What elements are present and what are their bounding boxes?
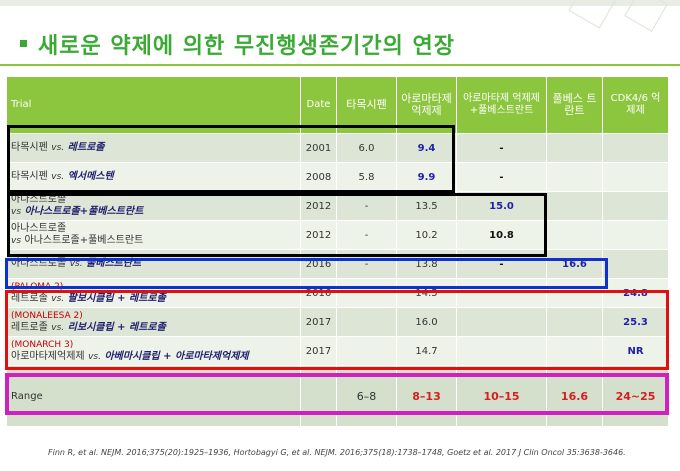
trial-control: 레트로졸 — [11, 293, 48, 304]
table-row: (PALOMA 2) 레트로졸 vs. 팔보시클립 + 레트로졸 2016 14… — [6, 278, 669, 308]
date-cell: 2008 — [300, 162, 337, 192]
trial-control: 아나스트로졸 — [11, 223, 67, 234]
trial-experimental: 팔보시클립 + 레트로졸 — [67, 293, 166, 304]
tamoxifen-cell: - — [336, 191, 397, 221]
cdk-cell — [602, 249, 669, 279]
trial-cell: (PALOMA 2) 레트로졸 vs. 팔보시클립 + 레트로졸 — [6, 278, 301, 308]
hexagon-decoration — [624, 0, 668, 32]
trial-cell: 아나스트로졸 vs 아나스트로졸+풀베스트란트 — [6, 191, 301, 221]
cdk-cell — [602, 162, 669, 192]
ai-fulv-cell: - — [456, 162, 547, 192]
date-cell: 2012 — [300, 220, 337, 250]
highlight-box-fulvestrant — [5, 258, 608, 289]
fulv-cell — [546, 278, 603, 308]
col-header-fulvestrant: 풀베스 트란트 — [546, 76, 603, 134]
title-bullet-icon — [20, 40, 27, 47]
ai-fulv-cell: 10.8 — [456, 220, 547, 250]
col-header-ai-fulvestrant: 아로마타제 억제제 +풀베스트란트 — [456, 76, 547, 134]
ai-cell: 16.0 — [396, 307, 457, 337]
trial-cell: 아나스트로졸 vs 아나스트로졸+풀베스트란트 — [6, 220, 301, 250]
trial-vs: vs. — [51, 143, 65, 153]
fulv-cell — [546, 162, 603, 192]
table-row: (MONARCH 3) 아로마타제억제제 vs. 아베마시클립 + 아로마타제억… — [6, 336, 669, 366]
table-row: 아나스트로졸 vs 아나스트로졸+풀베스트란트 2012 - 13.5 15.0 — [6, 191, 669, 221]
trial-control: 아나스트로졸 — [11, 258, 67, 269]
cdk-cell — [602, 133, 669, 163]
pfs-table: Trial Date 타목시펜 아로마타제 억제제 아로마타제 억제제 +풀베스… — [6, 76, 669, 427]
col-header-trial: Trial — [6, 76, 301, 134]
col-header-ai: 아로마타제 억제제 — [396, 76, 457, 134]
tamoxifen-cell — [336, 278, 397, 308]
cdk-cell — [602, 220, 669, 250]
trial-vs: vs. — [51, 294, 65, 304]
highlight-box-tamoxifen — [7, 125, 455, 193]
trial-control: 아나스트로졸 — [11, 194, 67, 205]
page-title: 새로운 약제에 의한 무진행생존기간의 연장 — [38, 34, 455, 59]
col-header-date: Date — [300, 76, 337, 134]
fulv-cell — [546, 191, 603, 221]
col-header-tamoxifen: 타목시펜 — [336, 76, 397, 134]
fulv-cell — [546, 133, 603, 163]
tamoxifen-cell: 5.8 — [336, 162, 397, 192]
trial-vs: vs. — [51, 172, 65, 182]
trial-experimental: 아베마시클립 + 아로마타제억제제 — [104, 351, 249, 362]
tamoxifen-cell: - — [336, 220, 397, 250]
trial-control: 타목시펜 — [11, 142, 48, 153]
ai-fulv-cell: 15.0 — [456, 191, 547, 221]
trial-vs: vs — [11, 236, 22, 246]
fulv-cell — [546, 336, 603, 366]
trial-vs: vs. — [69, 259, 83, 269]
cdk-cell: 24.8 — [602, 278, 669, 308]
table-header-row: Trial Date 타목시펜 아로마타제 억제제 아로마타제 억제제 +풀베스… — [6, 76, 669, 134]
date-cell: 2017 — [300, 307, 337, 337]
table-row: 타목시펜 vs. 레트로졸 2001 6.0 9.4 - — [6, 133, 669, 163]
cdk-cell: NR — [602, 336, 669, 366]
trial-experimental: 리보시클립 + 레트로졸 — [67, 322, 166, 333]
title-underline — [0, 64, 680, 66]
trial-name-tag: (MONALEESA 2) — [11, 311, 83, 321]
fulv-cell: 16.6 — [546, 249, 603, 279]
fulv-cell — [546, 307, 603, 337]
date-cell: 2012 — [300, 191, 337, 221]
table-row: 아나스트로졸 vs 아나스트로졸+풀베스트란트 2012 - 10.2 10.8 — [6, 220, 669, 250]
trial-cell: (MONALEESA 2) 레트로졸 vs. 리보시클립 + 레트로졸 — [6, 307, 301, 337]
trial-control: 레트로졸 — [11, 322, 48, 333]
trial-control: 아로마타제억제제 — [11, 351, 85, 362]
ai-cell: 9.4 — [396, 133, 457, 163]
ai-cell: 14.5 — [396, 278, 457, 308]
ai-fulv-cell — [456, 307, 547, 337]
date-cell: 2017 — [300, 336, 337, 366]
trial-vs: vs. — [88, 352, 101, 362]
highlight-box-range — [5, 373, 669, 415]
top-decoration-bar — [0, 0, 680, 6]
citation: Finn R, et al. NEJM. 2016;375(20):1925–1… — [48, 448, 626, 457]
tamoxifen-cell: 6.0 — [336, 133, 397, 163]
ai-fulv-cell — [456, 336, 547, 366]
col-header-cdk46: CDK4/6 억제제 — [602, 76, 669, 134]
hexagon-decoration — [568, 0, 618, 29]
date-cell: 2001 — [300, 133, 337, 163]
ai-fulv-cell: - — [456, 133, 547, 163]
ai-cell: 14.7 — [396, 336, 457, 366]
trial-vs: vs. — [51, 323, 65, 333]
trial-experimental: 레트로졸 — [67, 142, 105, 153]
trial-experimental: 아나스트로졸+풀베스트란트 — [24, 206, 144, 217]
trial-cell: (MONARCH 3) 아로마타제억제제 vs. 아베마시클립 + 아로마타제억… — [6, 336, 301, 366]
table-row: (MONALEESA 2) 레트로졸 vs. 리보시클립 + 레트로졸 2017… — [6, 307, 669, 337]
trial-experimental: 아나스트로졸+풀베스트란트 — [24, 235, 144, 246]
ai-cell: 9.9 — [396, 162, 457, 192]
trial-name-tag: (MONARCH 3) — [11, 340, 74, 350]
fulv-cell — [546, 220, 603, 250]
trial-experimental: 엑서메스텐 — [67, 171, 114, 182]
trial-experimental: 풀베스트란트 — [86, 258, 142, 269]
highlight-box-anastrozole — [7, 193, 547, 257]
trial-cell: 타목시펜 vs. 레트로졸 — [6, 133, 301, 163]
cdk-cell: 25.3 — [602, 307, 669, 337]
trial-vs: vs — [11, 207, 22, 217]
highlight-box-cdk46 — [5, 290, 669, 370]
tamoxifen-cell — [336, 336, 397, 366]
cdk-cell — [602, 191, 669, 221]
trial-control: 타목시펜 — [11, 171, 48, 182]
